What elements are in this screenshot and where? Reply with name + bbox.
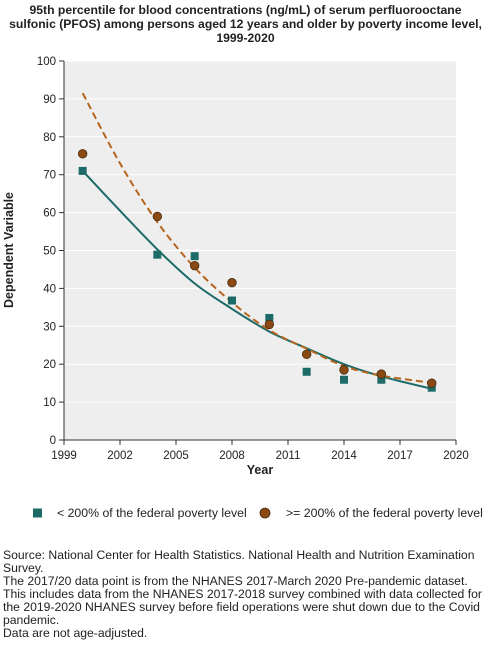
x-tick-label: 2002 <box>107 450 133 462</box>
data-point-square <box>78 166 87 175</box>
line-chart: 0 10 20 30 40 50 60 70 80 90 100 1999 2002 2005 2008 20… <box>2 56 469 477</box>
data-point-square <box>377 375 386 384</box>
axes <box>59 60 457 445</box>
y-tick-label: 100 <box>37 56 56 68</box>
data-point-circle <box>264 319 275 330</box>
data-point-circle <box>376 369 387 379</box>
legend-item-above-200: >= 200% of the federal poverty level <box>254 506 483 520</box>
y-tick-label: 90 <box>43 94 56 106</box>
chart-title: 95th percentile for blood concentrations… <box>0 3 491 45</box>
data-point-square <box>265 313 274 322</box>
y-tick-label: 60 <box>43 208 56 220</box>
x-tick-label: 2011 <box>276 450 301 462</box>
y-tick-label: 30 <box>43 321 56 333</box>
y-tick-label: 10 <box>43 397 56 409</box>
x-tick-label: 2017 <box>387 450 413 462</box>
source-notes: Source: National Center for Health Stati… <box>3 549 489 640</box>
data-point-circle <box>301 349 312 360</box>
data-point-square <box>228 296 236 305</box>
y-tick-label: 0 <box>50 435 56 447</box>
data-series <box>77 92 437 392</box>
x-tick-label: 2005 <box>163 450 189 462</box>
y-axis-label: Dependent Variable <box>2 192 16 308</box>
square-marker-icon <box>25 507 51 519</box>
tick-labels: 0 10 20 30 40 50 60 70 80 90 100 1999 2002 2005 2008 20… <box>37 56 469 462</box>
legend-item-below-200: < 200% of the federal poverty level <box>25 506 247 520</box>
note-source: Source: National Center for Health Stati… <box>3 548 475 575</box>
data-point-square <box>340 375 348 384</box>
trend-line-series-0 <box>81 170 432 390</box>
y-tick-label: 80 <box>43 132 56 144</box>
data-point-circle <box>77 149 88 159</box>
gridlines <box>64 60 456 403</box>
legend: < 200% of the federal poverty level >= 2… <box>0 506 491 526</box>
x-tick-label: 2014 <box>331 450 357 462</box>
data-point-circle <box>339 365 349 375</box>
y-tick-label: 20 <box>43 359 56 371</box>
y-tick-label: 70 <box>43 170 56 182</box>
x-tick-label: 2008 <box>219 450 245 462</box>
data-point-circle <box>427 378 437 388</box>
data-point-square <box>190 252 199 261</box>
chart-title-line-3: 1999-2020 <box>216 31 275 45</box>
note-dataset: The 2017/20 data point is from the NHANE… <box>3 574 482 627</box>
data-point-circle <box>227 278 237 288</box>
y-tick-label: 40 <box>43 283 56 295</box>
data-point-square <box>153 250 162 259</box>
chart-title-line-1: 95th percentile for blood concentrations… <box>29 3 462 17</box>
x-axis-label: Year <box>247 463 274 477</box>
data-point-circle <box>189 260 200 271</box>
legend-label-below-200: < 200% of the federal poverty level <box>57 506 247 520</box>
x-tick-label: 2020 <box>443 450 469 462</box>
data-point-circle <box>152 211 163 222</box>
chart-title-line-2: sulfonic (PFOS) among persons aged 12 ye… <box>9 17 482 31</box>
y-tick-label: 50 <box>43 246 56 258</box>
note-age-adjustment: Data are not age-adjusted. <box>3 626 148 640</box>
circle-marker-icon <box>254 507 280 519</box>
legend-label-above-200: >= 200% of the federal poverty level <box>286 506 483 520</box>
trend-line-series-1 <box>81 92 432 384</box>
data-point-square <box>302 367 311 376</box>
x-tick-label: 1999 <box>51 450 77 462</box>
